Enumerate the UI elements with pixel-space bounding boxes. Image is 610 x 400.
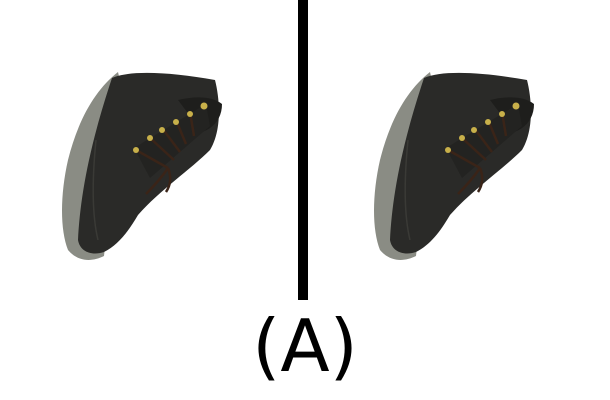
caption-label: (A) (252, 304, 358, 388)
boot-icon (60, 70, 224, 262)
left-boot-panel (0, 0, 296, 300)
boot-icon (372, 70, 536, 262)
vertical-divider (298, 0, 308, 300)
right-boot-panel (312, 0, 608, 300)
